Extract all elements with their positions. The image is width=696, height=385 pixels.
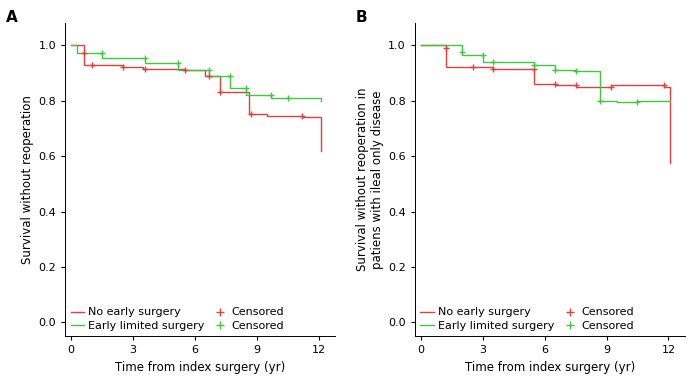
X-axis label: Time from index surgery (yr): Time from index surgery (yr) bbox=[115, 361, 285, 374]
Y-axis label: Survival without reoperation in
patiens with ileal only disease: Survival without reoperation in patiens … bbox=[356, 88, 384, 271]
Text: B: B bbox=[356, 10, 367, 25]
Legend: No early surgery, Early limited surgery, Censored, Censored: No early surgery, Early limited surgery,… bbox=[420, 307, 634, 331]
Y-axis label: Survival without reoperation: Survival without reoperation bbox=[21, 95, 34, 264]
Text: A: A bbox=[6, 10, 17, 25]
X-axis label: Time from index surgery (yr): Time from index surgery (yr) bbox=[465, 361, 635, 374]
Legend: No early surgery, Early limited surgery, Censored, Censored: No early surgery, Early limited surgery,… bbox=[70, 307, 284, 331]
